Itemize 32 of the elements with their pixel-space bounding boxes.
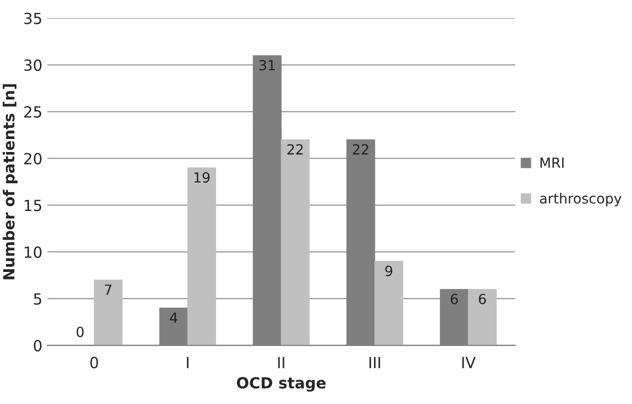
bar — [468, 288, 497, 346]
y-tick-label: 35 — [24, 12, 42, 24]
data-label: 4 — [170, 312, 178, 323]
legend-label: MRI — [540, 158, 564, 168]
x-axis-title: OCD stage — [236, 377, 326, 392]
x-tick-label: IV — [462, 357, 476, 368]
x-tick-label: II — [278, 357, 284, 368]
data-label: 9 — [385, 266, 392, 276]
data-label: 6 — [478, 294, 486, 304]
bar — [280, 139, 310, 346]
data-label: 31 — [259, 60, 275, 70]
data-label: 6 — [450, 294, 458, 304]
x-tick-label: I — [186, 357, 188, 368]
data-label: 22 — [352, 144, 368, 154]
y-tick-label: 15 — [24, 200, 42, 212]
y-tick-label: 30 — [24, 59, 42, 71]
data-label: 7 — [104, 284, 112, 295]
data-label: 19 — [194, 172, 210, 183]
y-tick-label: 20 — [24, 152, 42, 164]
y-tick-label: 10 — [24, 246, 42, 258]
y-tick-label: 5 — [34, 293, 42, 305]
bar — [187, 167, 216, 346]
x-tick-label: 0 — [90, 356, 98, 368]
bar — [374, 260, 404, 346]
data-label: 22 — [287, 144, 303, 154]
y-axis-title: Number of patients [n] — [2, 84, 18, 280]
x-tick-label: III — [370, 357, 380, 368]
bar — [94, 280, 123, 346]
data-label: 0 — [76, 326, 84, 338]
legend-label: arthroscopy — [540, 192, 622, 206]
y-tick-label: 0 — [34, 340, 42, 352]
y-tick-label: 25 — [24, 106, 42, 118]
